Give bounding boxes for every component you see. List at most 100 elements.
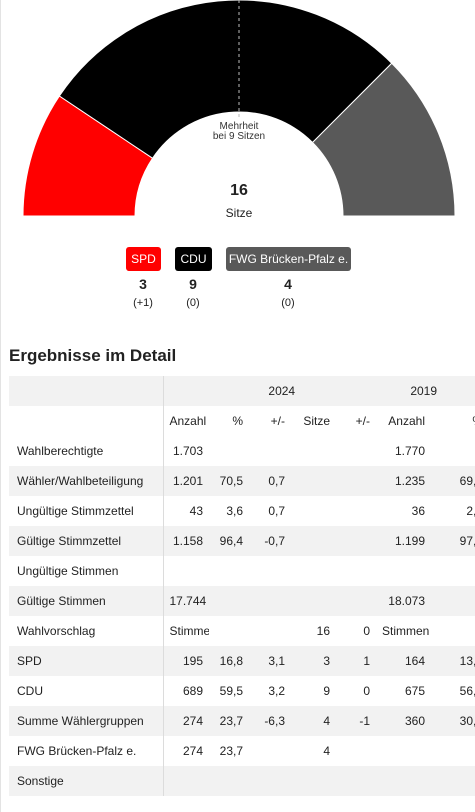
- value-sitze: [291, 766, 336, 796]
- value-anzahl: 43: [163, 496, 209, 526]
- row-label: Ungültige Stimmen: [9, 556, 164, 586]
- value-change: 0,7: [249, 496, 291, 526]
- value-anzahl-2019: 1.199: [376, 526, 431, 556]
- col-seat-change: +/-: [336, 406, 376, 436]
- value-sitze: 3: [291, 646, 336, 676]
- value-change: -6,3: [249, 706, 291, 736]
- row-label: CDU: [9, 676, 164, 706]
- table-row: Gültige Stimmen 17.744 18.073: [9, 586, 475, 616]
- col-anzahl: Anzahl: [163, 406, 209, 436]
- row-label: Gültige Stimmzettel: [9, 526, 164, 556]
- table-row: Ungültige Stimmen: [9, 556, 475, 586]
- row-label: Wahlvorschlag: [9, 616, 164, 646]
- value-percent: [209, 436, 249, 466]
- value-sitze: [291, 436, 336, 466]
- value-percent: 70,5: [209, 466, 249, 496]
- value-percent: [209, 586, 249, 616]
- value-percent: [209, 766, 249, 796]
- value-sitze: [291, 496, 336, 526]
- value-anzahl-2019: Stimmen gewichtet: [376, 616, 431, 646]
- value-change: 0,7: [249, 466, 291, 496]
- page-border: [0, 0, 1, 812]
- row-label: Gültige Stimmen: [9, 586, 164, 616]
- value-sitze: [291, 466, 336, 496]
- segment-cdu[interactable]: [58, 0, 393, 159]
- legend-cdu[interactable]: CDU: [175, 247, 212, 271]
- value-sitze: [291, 586, 336, 616]
- legend-spd[interactable]: SPD: [126, 247, 161, 271]
- value-anzahl-2019: 1.235: [376, 466, 431, 496]
- value-anzahl: 195: [163, 646, 209, 676]
- segment-fwg-br-cken-pfalz-e-[interactable]: [311, 62, 456, 217]
- table-row: Sonstige: [9, 766, 475, 796]
- change-cdu: (0): [186, 297, 200, 309]
- value-percent-2019: [431, 736, 475, 766]
- value-percent: 16,8: [209, 646, 249, 676]
- value-sitze: 4: [291, 706, 336, 736]
- value-seat-change: [336, 526, 376, 556]
- value-anzahl: [163, 766, 209, 796]
- majority-label: Mehrheit bei 9 Sitzen: [212, 121, 266, 142]
- value-percent-2019: [431, 766, 475, 796]
- value-seat-change: [336, 496, 376, 526]
- value-change: [249, 556, 291, 586]
- col-sitze: Sitze: [291, 406, 336, 436]
- value-seat-change: -1: [336, 706, 376, 736]
- value-seat-change: 0: [336, 616, 376, 646]
- total-seats-label: Sitze: [225, 206, 253, 220]
- value-anzahl-2019: [376, 556, 431, 586]
- value-change: 3,2: [249, 676, 291, 706]
- value-percent: 96,4: [209, 526, 249, 556]
- value-sitze: [291, 556, 336, 586]
- value-change: [249, 736, 291, 766]
- value-anzahl: 689: [163, 676, 209, 706]
- value-anzahl: 274: [163, 706, 209, 736]
- value-anzahl-2019: 675: [376, 676, 431, 706]
- value-percent-2019: 30,0: [431, 706, 475, 736]
- seat-distribution-chart: [22, 0, 456, 217]
- value-anzahl-2019: [376, 736, 431, 766]
- table-row: WahlvorschlagStimmen gewichtet160Stimmen…: [9, 616, 475, 646]
- value-anzahl: [163, 556, 209, 586]
- header-blank: [9, 376, 164, 406]
- value-seat-change: [336, 556, 376, 586]
- value-sitze: 9: [291, 676, 336, 706]
- value-seat-change: [336, 736, 376, 766]
- value-seat-change: [336, 466, 376, 496]
- header-blank: [9, 406, 164, 436]
- col-change: +/-: [249, 406, 291, 436]
- value-percent: [209, 616, 249, 646]
- row-label: FWG Brücken-Pfalz e.: [9, 736, 164, 766]
- header-year-2019: 2019: [376, 376, 475, 406]
- row-label: SPD: [9, 646, 164, 676]
- col-percent: %: [209, 406, 249, 436]
- table-row: Wahlberechtigte 1.703 1.770: [9, 436, 475, 466]
- row-label: Wahlberechtigte: [9, 436, 164, 466]
- value-seat-change: [336, 766, 376, 796]
- section-title: Ergebnisse im Detail: [9, 346, 177, 365]
- value-percent-2019: 2,9: [431, 496, 475, 526]
- seats-spd: 3: [139, 276, 147, 292]
- value-seat-change: 0: [336, 676, 376, 706]
- seats-cdu: 9: [189, 276, 197, 292]
- value-change: [249, 436, 291, 466]
- table-header-columns: Anzahl % +/- Sitze +/- Anzahl %: [9, 406, 475, 436]
- legend-fwg[interactable]: FWG Brücken-Pfalz e.: [226, 247, 351, 271]
- value-anzahl-2019: 1.770: [376, 436, 431, 466]
- value-sitze: [291, 526, 336, 556]
- value-percent-2019: [431, 436, 475, 466]
- value-sitze: 4: [291, 736, 336, 766]
- row-label: Wähler/Wahlbeteiligung: [9, 466, 164, 496]
- value-anzahl: 1.703: [163, 436, 209, 466]
- value-anzahl: 1.158: [163, 526, 209, 556]
- value-percent: 23,7: [209, 706, 249, 736]
- value-anzahl: 1.201: [163, 466, 209, 496]
- row-label: Summe Wählergruppen: [9, 706, 164, 736]
- value-percent: 3,6: [209, 496, 249, 526]
- seats-fwg: 4: [284, 276, 292, 292]
- value-change: [249, 766, 291, 796]
